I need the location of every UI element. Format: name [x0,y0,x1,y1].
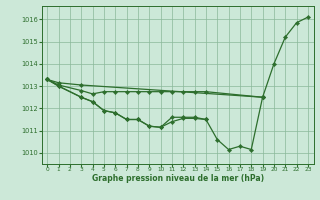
X-axis label: Graphe pression niveau de la mer (hPa): Graphe pression niveau de la mer (hPa) [92,174,264,183]
